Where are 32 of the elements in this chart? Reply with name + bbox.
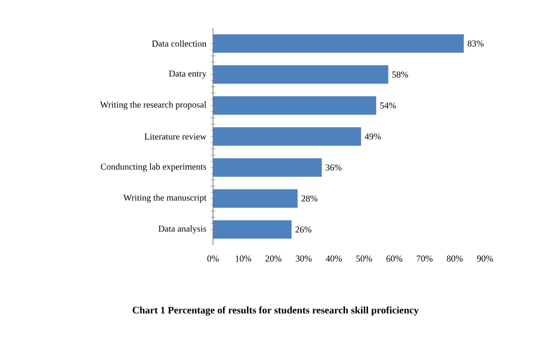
y-tick-label: Conduncting lab experiments bbox=[100, 163, 206, 172]
data-label: 49% bbox=[364, 133, 381, 140]
data-label: 58% bbox=[392, 71, 408, 78]
text: Chart 1 Percentage of results for students research skill proficiency bbox=[132, 306, 419, 316]
bar bbox=[213, 65, 388, 84]
y-tick-label: Writing the manuscript bbox=[123, 194, 206, 203]
y-tick-label: Literature review bbox=[144, 133, 206, 140]
x-tick-label: 30% bbox=[296, 256, 312, 262]
x-tick-label: 0% bbox=[207, 256, 219, 262]
y-tick-label: Writing the research proposal bbox=[100, 101, 206, 110]
data-label: 36% bbox=[326, 164, 342, 171]
bar bbox=[213, 34, 464, 53]
data-label: 54% bbox=[380, 102, 396, 109]
x-tick-label: 10% bbox=[236, 256, 252, 262]
bar bbox=[213, 127, 362, 146]
x-tick-label: 60% bbox=[386, 256, 402, 262]
x-tick-label: 20% bbox=[266, 256, 282, 262]
data-label: 83% bbox=[468, 40, 484, 47]
x-tick-label: 50% bbox=[356, 256, 372, 262]
bar bbox=[213, 96, 376, 115]
y-tick-label: Data entry bbox=[169, 70, 206, 78]
bar bbox=[213, 189, 298, 208]
x-tick-label: 70% bbox=[416, 256, 433, 262]
x-tick-label: 40% bbox=[326, 256, 342, 262]
bar bbox=[213, 158, 322, 177]
data-label: 26% bbox=[296, 226, 312, 233]
x-tick-label: 80% bbox=[446, 256, 463, 262]
y-tick-label: Data collection bbox=[152, 40, 206, 47]
y-tick-label: Data analysis bbox=[158, 225, 206, 234]
x-tick-label: 90% bbox=[477, 256, 493, 262]
bar bbox=[213, 220, 292, 239]
data-label: 28% bbox=[302, 195, 318, 202]
